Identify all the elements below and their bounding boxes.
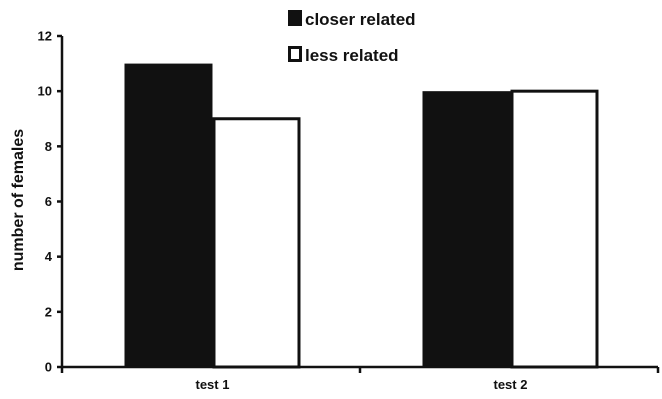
y-tick-label-6: 6: [45, 194, 52, 209]
bar-closer-related-test-1: [124, 63, 213, 367]
x-category-label-test-2: test 2: [494, 377, 528, 392]
y-tick-label-2: 2: [45, 304, 52, 319]
y-axis-title: number of females: [10, 129, 27, 271]
bar-closer-related-test-2: [422, 91, 511, 368]
bar-less-related-test-2: [510, 89, 599, 369]
y-tick-label-8: 8: [45, 139, 52, 154]
y-tick-label-10: 10: [38, 84, 52, 99]
legend-item-less-related: less related: [288, 46, 399, 65]
legend-swatch-less-related: [288, 46, 302, 62]
legend-item-closer-related: closer related: [288, 10, 416, 29]
legend: closer related less related: [288, 10, 416, 65]
y-tick-label-0: 0: [45, 360, 52, 375]
y-tick-label-12: 12: [38, 29, 52, 44]
x-category-label-test-1: test 1: [196, 377, 230, 392]
x-category-labels: test 1 test 2: [60, 367, 660, 392]
y-ticks: 0 2 4 6 8 10 12: [38, 29, 62, 375]
bar-less-related-test-1: [212, 117, 301, 369]
legend-label-closer-related: closer related: [305, 10, 416, 29]
legend-swatch-closer-related: [288, 10, 302, 26]
bars-layer: [124, 63, 599, 369]
legend-label-less-related: less related: [305, 46, 399, 65]
y-tick-label-4: 4: [45, 249, 53, 264]
